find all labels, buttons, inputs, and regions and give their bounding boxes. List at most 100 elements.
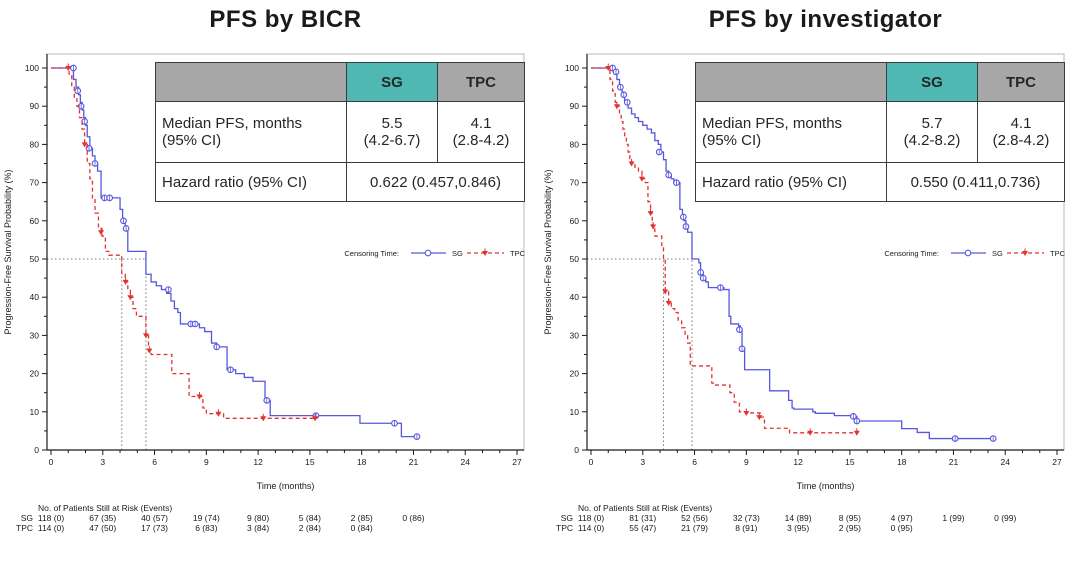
median-pfs-tpc-value: 4.1 (2.8-4.2) [437, 101, 525, 163]
svg-text:TPC: TPC [1050, 249, 1066, 258]
svg-text:3: 3 [100, 457, 105, 467]
svg-text:9 (80): 9 (80) [247, 513, 269, 523]
svg-text:114 (0): 114 (0) [38, 523, 64, 533]
svg-text:118 (0): 118 (0) [38, 513, 64, 523]
svg-text:24: 24 [1001, 457, 1011, 467]
svg-text:47 (50): 47 (50) [89, 523, 116, 533]
svg-text:Time (months): Time (months) [797, 481, 855, 491]
svg-text:14 (89): 14 (89) [785, 513, 812, 523]
svg-text:81 (31): 81 (31) [629, 513, 656, 523]
stats-header-row: SG TPC [155, 62, 525, 102]
svg-text:2 (84): 2 (84) [299, 523, 321, 533]
median-pfs-label-line2: (95% CI) [702, 132, 762, 149]
hazard-ratio-row: Hazard ratio (95% CI) 0.622 (0.457,0.846… [155, 162, 525, 202]
hazard-ratio-value: 0.550 (0.411,0.736) [886, 162, 1065, 202]
svg-text:3 (84): 3 (84) [247, 523, 269, 533]
svg-text:18: 18 [357, 457, 367, 467]
median-pfs-label-line2: (95% CI) [162, 132, 222, 149]
svg-text:Censoring Time:: Censoring Time: [884, 249, 939, 258]
svg-text:15: 15 [305, 457, 315, 467]
stats-header-blank [695, 62, 887, 102]
median-pfs-label-line1: Median PFS, months [162, 115, 303, 132]
chart-title-bicr: PFS by BICR [209, 6, 362, 33]
stats-header-sg: SG [886, 62, 978, 102]
svg-text:2 (95): 2 (95) [839, 523, 861, 533]
median-pfs-sg-line2: (4.2-6.7) [363, 132, 421, 149]
stats-header-blank [155, 62, 347, 102]
svg-text:TPC: TPC [16, 523, 33, 533]
svg-text:6: 6 [692, 457, 697, 467]
hazard-ratio-label: Hazard ratio (95% CI) [695, 162, 887, 202]
median-pfs-label-line1: Median PFS, months [702, 115, 843, 132]
svg-text:5 (84): 5 (84) [299, 513, 321, 523]
svg-text:0 (86): 0 (86) [402, 513, 424, 523]
svg-text:50: 50 [570, 254, 580, 264]
svg-text:30: 30 [570, 330, 580, 340]
svg-text:6: 6 [152, 457, 157, 467]
svg-text:80: 80 [570, 139, 580, 149]
svg-text:27: 27 [1052, 457, 1062, 467]
svg-text:40 (57): 40 (57) [141, 513, 168, 523]
svg-text:TPC: TPC [556, 523, 573, 533]
svg-text:Progression-Free Survival Prob: Progression-Free Survival Probability (%… [543, 169, 553, 334]
svg-text:30: 30 [30, 330, 40, 340]
svg-text:20: 20 [570, 369, 580, 379]
svg-text:100: 100 [565, 63, 579, 73]
svg-text:90: 90 [30, 101, 40, 111]
svg-text:Time (months): Time (months) [257, 481, 315, 491]
median-pfs-tpc-value: 4.1 (2.8-4.2) [977, 101, 1065, 163]
svg-text:27: 27 [512, 457, 522, 467]
svg-text:0: 0 [574, 445, 579, 455]
km-plot-bicr: 0 3 6 9 12 15 18 21 24 27 0 10 20 30 40 50 60 70 80 90 100 Ce… [3, 53, 526, 533]
svg-text:55 (47): 55 (47) [629, 523, 656, 533]
svg-text:24: 24 [461, 457, 471, 467]
median-pfs-row: Median PFS, months (95% CI) 5.5 (4.2-6.7… [155, 101, 525, 163]
svg-text:SG: SG [561, 513, 573, 523]
svg-text:70: 70 [570, 178, 580, 188]
stats-header-tpc: TPC [977, 62, 1065, 102]
median-pfs-sg-value: 5.7 (4.2-8.2) [886, 101, 978, 163]
stats-header-row: SG TPC [695, 62, 1065, 102]
median-pfs-tpc-line2: (2.8-4.2) [992, 132, 1050, 149]
svg-text:100: 100 [25, 63, 39, 73]
svg-text:8 (91): 8 (91) [735, 523, 757, 533]
svg-text:90: 90 [570, 101, 580, 111]
svg-text:3: 3 [640, 457, 645, 467]
svg-text:SG: SG [21, 513, 33, 523]
svg-text:0 (84): 0 (84) [351, 523, 373, 533]
svg-text:17 (73): 17 (73) [141, 523, 168, 533]
svg-text:0: 0 [589, 457, 594, 467]
svg-text:20: 20 [30, 369, 40, 379]
svg-text:118 (0): 118 (0) [578, 513, 604, 523]
median-pfs-label: Median PFS, months (95% CI) [155, 101, 347, 163]
svg-text:0: 0 [34, 445, 39, 455]
svg-text:Progression-Free Survival Prob: Progression-Free Survival Probability (%… [3, 169, 13, 334]
km-plot-investigator: 0 3 6 9 12 15 18 21 24 27 0 10 20 30 40 50 60 70 80 90 100 Ce… [543, 53, 1066, 533]
svg-text:No. of Patients Still at Risk: No. of Patients Still at Risk (Events) [38, 503, 172, 513]
svg-text:52 (56): 52 (56) [681, 513, 708, 523]
hazard-ratio-label: Hazard ratio (95% CI) [155, 162, 347, 202]
stats-table-bicr: SG TPC Median PFS, months (95% CI) 5.5 (… [155, 62, 525, 202]
median-pfs-sg-line1: 5.5 [381, 115, 403, 132]
svg-text:21: 21 [409, 457, 419, 467]
svg-text:67 (35): 67 (35) [89, 513, 116, 523]
svg-text:9: 9 [204, 457, 209, 467]
svg-text:No. of Patients Still at Risk: No. of Patients Still at Risk (Events) [578, 503, 712, 513]
svg-text:12: 12 [793, 457, 803, 467]
svg-text:SG: SG [452, 249, 463, 258]
svg-text:114 (0): 114 (0) [578, 523, 604, 533]
median-pfs-row: Median PFS, months (95% CI) 5.7 (4.2-8.2… [695, 101, 1065, 163]
svg-text:12: 12 [253, 457, 263, 467]
hazard-ratio-row: Hazard ratio (95% CI) 0.550 (0.411,0.736… [695, 162, 1065, 202]
stats-table-investigator: SG TPC Median PFS, months (95% CI) 5.7 (… [695, 62, 1065, 202]
svg-text:3 (95): 3 (95) [787, 523, 809, 533]
median-pfs-tpc-line2: (2.8-4.2) [452, 132, 510, 149]
svg-text:60: 60 [570, 216, 580, 226]
svg-text:10: 10 [570, 407, 580, 417]
svg-text:21: 21 [949, 457, 959, 467]
svg-text:70: 70 [30, 178, 40, 188]
median-pfs-label: Median PFS, months (95% CI) [695, 101, 887, 163]
svg-text:10: 10 [30, 407, 40, 417]
svg-text:Censoring Time:: Censoring Time: [344, 249, 399, 258]
